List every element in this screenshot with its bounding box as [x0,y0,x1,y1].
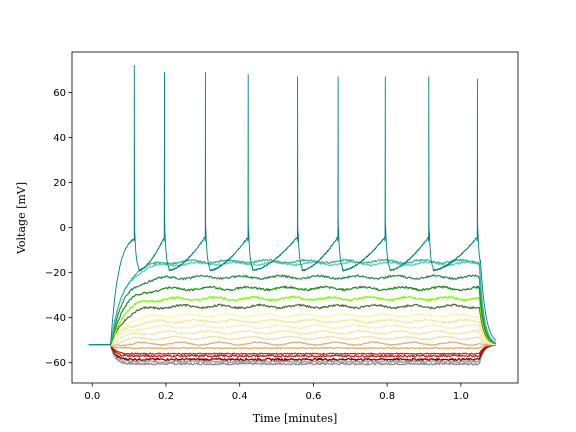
series-line [88,285,497,346]
x-tick-label: 0.6 [305,391,321,402]
traces [88,65,497,366]
x-tick-label: 0.2 [158,391,174,402]
series-line [88,344,496,364]
series-line [88,329,496,346]
x-axis: 0.0 0.2 0.4 0.6 0.8 1.0 [84,383,469,402]
y-tick-label: −60 [45,358,66,369]
series-line [88,303,497,346]
plot-frame [71,51,519,384]
y-axis: −60 −40 −20 0 20 40 60 [45,88,72,369]
x-tick-label: 1.0 [453,391,469,402]
series-line [88,312,496,346]
series-line [88,318,496,346]
y-tick-label: −40 [45,313,66,324]
series-line [88,341,496,347]
series-line [88,323,496,346]
series-line [88,295,497,346]
x-tick-label: 0.0 [84,391,100,402]
series-line-spiking [88,65,497,346]
series-line [88,344,496,358]
x-tick-label: 0.8 [379,391,395,402]
y-tick-label: 60 [53,88,66,99]
series-line [88,344,496,361]
y-axis-label: Voltage [mV] [15,182,28,255]
y-tick-label: 0 [60,223,66,234]
series-line [88,344,496,350]
y-tick-label: 40 [53,133,66,144]
series-line [88,344,496,366]
series-line [88,274,497,346]
series-line [88,335,496,347]
x-axis-label: Time [minutes] [253,412,338,425]
series-line [88,260,497,346]
x-tick-label: 0.4 [232,391,248,402]
y-tick-label: 20 [53,178,66,189]
series-line [88,258,497,346]
y-tick-label: −20 [45,268,66,279]
series-line [88,344,496,355]
